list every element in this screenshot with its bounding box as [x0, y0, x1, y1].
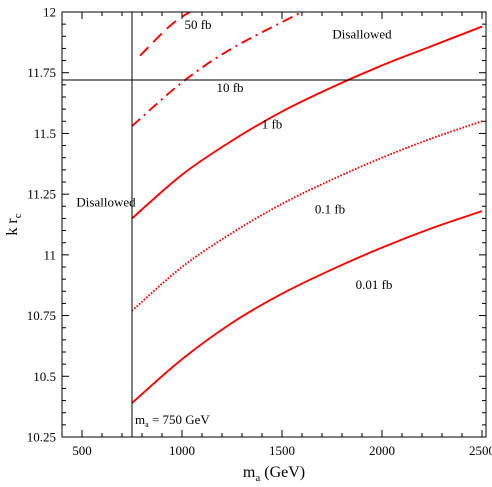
vline-label: ma = 750 GeV [135, 412, 210, 429]
x-axis-label: ma (GeV) [243, 464, 305, 484]
annotation-label: Disallowed [76, 194, 136, 209]
annotation-label: 10 fb [216, 80, 243, 95]
ticks: 500 1000 1500 2000 2500 10.25 10.5 10.75 11 11.25… [27, 5, 492, 459]
y-tick-label: 10.75 [27, 308, 56, 323]
series-line-10-fb [131, 12, 303, 127]
series-line-0-01-fb [131, 210, 483, 404]
y-tick-label: 10.25 [27, 430, 56, 445]
y-tick-label: 10.5 [33, 369, 56, 384]
y-axis-label: k rc [4, 213, 24, 235]
axes-frame [61, 11, 487, 438]
reference-lines [62, 12, 486, 437]
axis-labels: ma (GeV) k rc [4, 213, 305, 484]
annotation-label: 50 fb [184, 17, 211, 32]
x-tick-label: 500 [72, 443, 92, 458]
annotation-label: 0.1 fb [315, 202, 345, 217]
annotations: 50 fb 10 fb 1 fb 0.1 fb 0.01 fb Disallowed Dis… [76, 17, 392, 429]
y-tick-label: 11.75 [27, 65, 56, 80]
y-tick-label: 11 [43, 247, 56, 262]
curves [131, 12, 483, 404]
annotation-label: 1 fb [262, 117, 283, 132]
x-tick-label: 1500 [269, 443, 295, 458]
annotation-label: Disallowed [332, 27, 392, 42]
series-line-50-fb [139, 12, 192, 57]
series-line-0-1-fb [131, 120, 483, 312]
x-tick-label: 2500 [469, 443, 492, 458]
annotation-label: 0.01 fb [356, 277, 393, 292]
y-tick-label: 12 [43, 5, 56, 20]
plot-frame [61, 11, 487, 438]
y-tick-label: 11.25 [27, 187, 56, 202]
y-tick-label: 11.5 [34, 126, 56, 141]
series-line-1-fb [131, 25, 483, 220]
x-tick-label: 2000 [369, 443, 395, 458]
x-tick-label: 1000 [169, 443, 195, 458]
